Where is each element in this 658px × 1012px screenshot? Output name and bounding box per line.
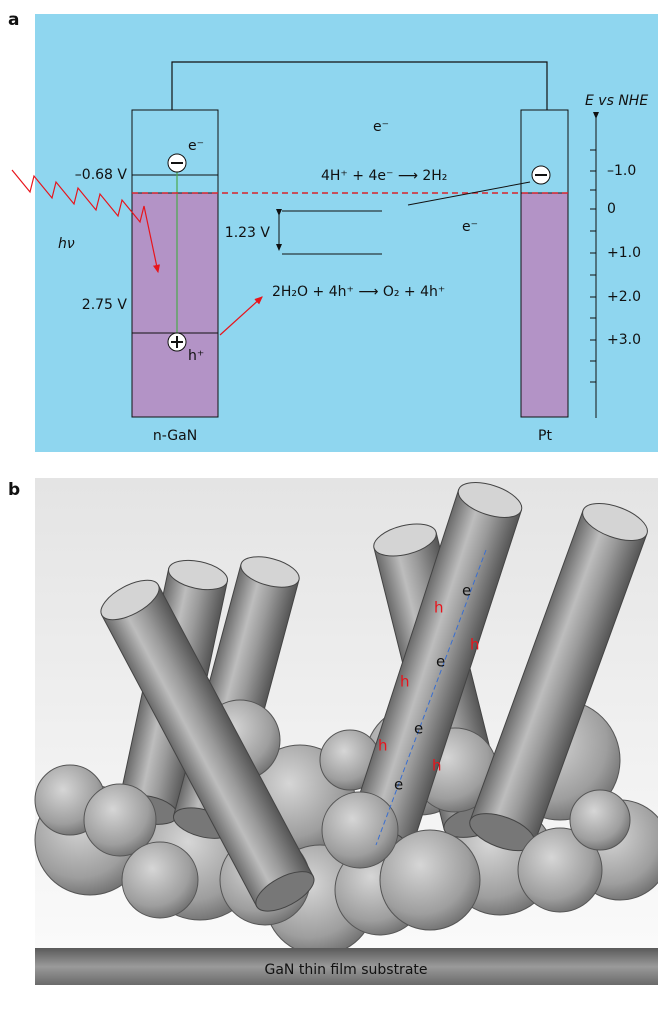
axis-label: +3.0 [607, 332, 641, 348]
panel-a: a e⁻ e⁻ e⁻ h⁺ –0.68 V 2.75 V 1.23 V hν 4… [8, 10, 658, 452]
electron-label: e⁻ [188, 138, 204, 154]
page: {"panel_a": {"label": "a", "electrons": … [0, 0, 658, 1008]
axis-title: E vs NHE [585, 93, 648, 109]
electron-label: e⁻ [373, 119, 389, 135]
electron-symbol [532, 166, 550, 184]
axis-label: 0 [607, 201, 616, 217]
potential: 2.75 V [82, 297, 128, 313]
substrate-label: GaN thin film substrate [265, 962, 428, 978]
electrode-fill [132, 193, 218, 417]
electron-label: e⁻ [462, 219, 478, 235]
figure: a e⁻ e⁻ e⁻ h⁺ –0.68 V 2.75 V 1.23 V hν 4… [0, 0, 658, 1008]
panel-label: b [8, 480, 20, 500]
sphere [122, 842, 198, 918]
axis-label: +2.0 [607, 289, 641, 305]
hole-label: h [470, 636, 480, 654]
potential: –0.68 V [75, 167, 128, 183]
hole-label: h⁺ [188, 348, 204, 364]
hole-symbol [168, 333, 186, 351]
panel-b: b GaN thin film substrate h h h h h e e … [8, 476, 658, 985]
hole-label: h [400, 673, 410, 691]
sphere [570, 790, 630, 850]
gap-label: 1.23 V [225, 225, 271, 241]
electrode-label: n-GaN [153, 428, 197, 444]
sphere [322, 792, 398, 868]
hole-label: h [378, 737, 388, 755]
axis-label: +1.0 [607, 245, 641, 261]
hole-label: h [434, 599, 444, 617]
electron-label: e [414, 720, 423, 738]
axis-label: –1.0 [607, 163, 636, 179]
photon-label: hν [58, 236, 75, 252]
oxidation: 2H₂O + 4h⁺ ⟶ O₂ + 4h⁺ [272, 284, 445, 300]
electron-label: e [394, 776, 403, 794]
electrode-label: Pt [538, 428, 552, 444]
reduction: 4H⁺ + 4e⁻ ⟶ 2H₂ [321, 168, 447, 184]
electron-symbol [168, 154, 186, 172]
electron-label: e [436, 653, 445, 671]
electrode-fill [521, 193, 568, 417]
hole-label: h [432, 757, 442, 775]
electron-label: e [462, 582, 471, 600]
panel-label: a [8, 10, 19, 30]
